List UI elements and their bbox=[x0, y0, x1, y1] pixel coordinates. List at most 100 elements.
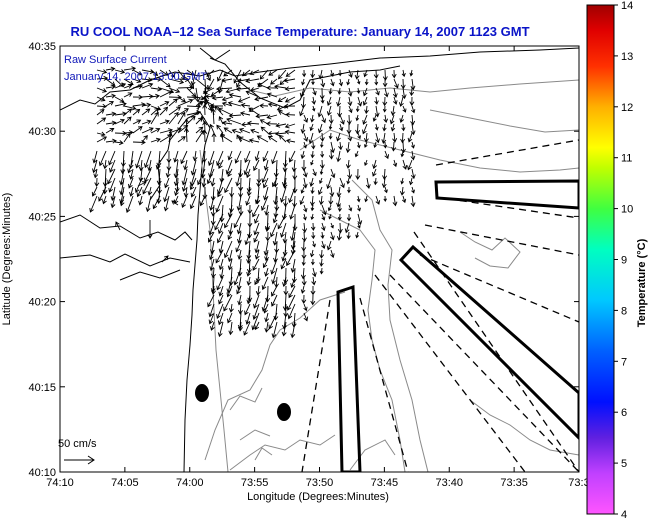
current-vector bbox=[321, 114, 327, 124]
current-vector bbox=[383, 141, 388, 149]
current-vector bbox=[168, 111, 179, 125]
coastline-shrewsbury bbox=[60, 214, 193, 281]
current-vector bbox=[284, 86, 296, 92]
current-vector bbox=[336, 150, 342, 163]
current-vector bbox=[248, 138, 260, 144]
current-vector bbox=[354, 69, 360, 80]
current-vector bbox=[328, 132, 333, 140]
current-vector bbox=[264, 204, 270, 216]
current-vector bbox=[168, 127, 182, 134]
current-vector bbox=[326, 105, 332, 116]
colorbar-tick-label: 9 bbox=[621, 255, 627, 267]
current-vector bbox=[262, 150, 269, 162]
current-vector bbox=[132, 78, 142, 84]
current-vector bbox=[114, 101, 127, 107]
current-vector bbox=[365, 177, 371, 189]
current-vector bbox=[174, 186, 179, 197]
current-vector bbox=[233, 213, 242, 229]
current-vector bbox=[231, 128, 242, 134]
current-vector bbox=[105, 93, 116, 99]
current-vector bbox=[215, 249, 224, 264]
current-vector bbox=[246, 276, 252, 286]
current-vector bbox=[94, 177, 100, 187]
current-vector bbox=[348, 105, 353, 114]
x-tick-label: 73:55 bbox=[241, 477, 269, 489]
current-vector bbox=[255, 267, 261, 283]
current-vector bbox=[311, 258, 315, 266]
current-vector bbox=[407, 159, 413, 171]
current-vector bbox=[266, 85, 278, 91]
current-vector bbox=[189, 195, 197, 210]
current-vector bbox=[211, 132, 217, 142]
current-vector bbox=[410, 114, 416, 126]
current-vector bbox=[347, 87, 353, 97]
current-vector bbox=[215, 86, 233, 92]
current-vector bbox=[89, 195, 98, 213]
x-tick-label: 73:45 bbox=[371, 477, 399, 489]
bathymetry-contours bbox=[199, 79, 579, 472]
current-vector bbox=[226, 117, 242, 125]
current-vector bbox=[312, 168, 317, 177]
current-vector bbox=[216, 231, 224, 244]
current-vector bbox=[400, 141, 406, 154]
current-vector bbox=[209, 123, 215, 134]
current-vector bbox=[363, 132, 369, 143]
current-vector bbox=[410, 78, 416, 91]
current-vector bbox=[285, 138, 296, 144]
current-vector bbox=[384, 186, 388, 194]
current-vector bbox=[150, 137, 161, 143]
colorbar-tick-label: 5 bbox=[621, 458, 627, 470]
current-vector bbox=[311, 96, 317, 105]
current-vector bbox=[364, 105, 369, 115]
current-vector bbox=[311, 231, 316, 240]
current-vector bbox=[254, 249, 260, 260]
current-vector bbox=[310, 204, 315, 212]
current-vector bbox=[253, 231, 260, 243]
colorbar-tick-label: 10 bbox=[621, 204, 633, 216]
current-vector bbox=[346, 214, 352, 222]
current-vector bbox=[302, 222, 308, 233]
current-vector bbox=[245, 312, 251, 325]
current-vector bbox=[277, 96, 287, 102]
current-vector bbox=[288, 186, 296, 204]
current-vector bbox=[197, 168, 206, 186]
current-vector bbox=[382, 123, 387, 132]
current-vector bbox=[208, 303, 215, 318]
current-vector bbox=[291, 159, 297, 173]
current-vector bbox=[319, 258, 324, 267]
current-vector bbox=[362, 123, 368, 135]
current-vector bbox=[346, 177, 351, 185]
current-vector bbox=[132, 108, 141, 116]
current-vector bbox=[290, 276, 296, 289]
current-vector bbox=[137, 181, 147, 187]
current-vector bbox=[190, 186, 197, 198]
current-vector bbox=[114, 111, 128, 117]
current-vector bbox=[252, 258, 260, 271]
current-vector bbox=[260, 126, 269, 134]
current-vector bbox=[114, 118, 125, 125]
current-vector bbox=[228, 321, 234, 336]
current-vector bbox=[338, 141, 343, 151]
current-vector bbox=[302, 177, 308, 189]
current-vector bbox=[250, 87, 260, 92]
current-vector bbox=[321, 213, 326, 221]
current-vector bbox=[339, 123, 344, 132]
current-vector bbox=[355, 231, 360, 239]
current-vector bbox=[248, 105, 260, 112]
current-vector bbox=[228, 92, 242, 98]
current-vector bbox=[102, 195, 107, 205]
current-vector bbox=[199, 195, 206, 207]
current-vector bbox=[218, 285, 224, 297]
current-vector bbox=[310, 114, 315, 123]
current-vector bbox=[261, 195, 269, 212]
current-vector bbox=[238, 136, 251, 143]
current-vector bbox=[183, 186, 189, 198]
current-vector bbox=[327, 204, 332, 212]
current-vector bbox=[228, 113, 242, 119]
current-vector bbox=[330, 168, 336, 179]
current-vector bbox=[159, 90, 173, 98]
current-vector bbox=[346, 78, 351, 86]
current-vector bbox=[141, 108, 151, 116]
current-vector bbox=[177, 85, 194, 91]
